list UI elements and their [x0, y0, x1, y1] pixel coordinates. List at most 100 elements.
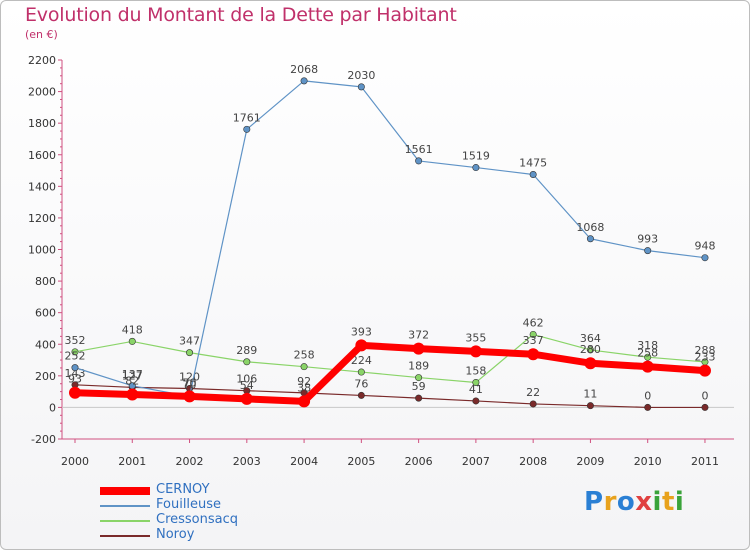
- y-tick-label: 0: [49, 401, 56, 414]
- data-label: 92: [297, 375, 311, 388]
- x-tick-label: 2011: [691, 455, 719, 468]
- data-point: [641, 360, 654, 373]
- data-label: 372: [408, 329, 429, 342]
- data-label: 364: [580, 332, 601, 345]
- series-line-cernoy: [74, 341, 706, 405]
- y-tick-label: -200: [31, 433, 56, 446]
- x-tick-label: 2006: [405, 455, 433, 468]
- logo-letter: r: [603, 487, 617, 517]
- data-label: 137: [122, 368, 143, 381]
- y-tick-label: 400: [35, 338, 56, 351]
- data-label: 393: [351, 325, 372, 338]
- y-tick-label: 2000: [28, 86, 56, 99]
- data-label: 224: [351, 354, 372, 367]
- data-label: 189: [408, 360, 429, 373]
- data-point: [472, 378, 480, 386]
- data-label: 258: [637, 347, 658, 360]
- y-tick-label: 600: [35, 307, 56, 320]
- legend-label: Fouilleuse: [156, 497, 222, 512]
- data-point: [644, 247, 652, 255]
- legend-swatch: [100, 505, 150, 507]
- legend-label: Cressonsacq: [156, 512, 239, 527]
- data-label: 258: [294, 349, 315, 362]
- data-label: 11: [583, 388, 597, 401]
- y-tick-label: 800: [35, 275, 56, 288]
- chart-title: Evolution du Montant de la Dette par Hab…: [25, 4, 457, 26]
- data-point: [472, 164, 480, 172]
- data-label: 233: [694, 351, 715, 364]
- logo-letter: t: [661, 487, 675, 517]
- x-tick-label: 2005: [347, 455, 375, 468]
- legend-label: CERNOY: [156, 482, 210, 497]
- data-label: 347: [179, 335, 200, 348]
- data-point: [300, 363, 308, 371]
- logo-letter: i: [674, 487, 685, 517]
- data-label: 2068: [290, 63, 318, 76]
- logo-letter: P: [584, 487, 604, 517]
- data-label: 1519: [462, 150, 490, 163]
- data-label: 352: [65, 334, 86, 347]
- data-point: [69, 386, 81, 399]
- data-label: 70: [183, 378, 197, 391]
- legend-swatch: [100, 487, 150, 495]
- data-point: [128, 337, 136, 345]
- data-label: 948: [694, 240, 715, 253]
- data-point: [529, 400, 537, 408]
- x-tick-label: 2010: [634, 455, 662, 468]
- data-label: 70: [183, 376, 197, 389]
- data-point: [586, 346, 594, 354]
- data-label: 280: [580, 343, 601, 356]
- proxiti-logo: Proxiti: [584, 487, 684, 517]
- data-label: 38: [297, 381, 311, 394]
- data-label: 462: [523, 316, 544, 329]
- data-point: [186, 349, 194, 357]
- data-point: [644, 403, 652, 411]
- data-point: [529, 330, 537, 338]
- legend-swatch: [100, 535, 150, 537]
- data-point: [71, 364, 79, 372]
- data-label: 143: [65, 367, 86, 380]
- data-label: 355: [465, 331, 486, 344]
- data-point: [469, 345, 482, 358]
- data-point: [357, 391, 365, 399]
- data-label: 1561: [405, 143, 433, 156]
- data-point: [584, 357, 597, 370]
- data-point: [415, 374, 423, 382]
- data-label: 993: [637, 233, 658, 246]
- data-point: [586, 402, 594, 410]
- chart-subtitle: (en €): [25, 28, 58, 41]
- data-label: 1068: [576, 221, 604, 234]
- data-label: 418: [122, 323, 143, 336]
- y-tick-label: 1000: [28, 244, 56, 257]
- data-point: [701, 403, 709, 411]
- y-tick-label: 1600: [28, 149, 56, 162]
- data-label: 93: [68, 373, 82, 386]
- data-point: [355, 339, 368, 352]
- data-point: [415, 394, 423, 402]
- data-label: 76: [354, 377, 368, 390]
- data-point: [644, 353, 652, 361]
- data-point: [472, 397, 480, 405]
- data-label: 0: [644, 389, 651, 402]
- data-label: 22: [526, 386, 540, 399]
- data-point: [240, 392, 253, 405]
- data-point: [586, 235, 594, 243]
- y-tick-label: 1200: [28, 212, 56, 225]
- data-label: 337: [523, 334, 544, 347]
- x-tick-label: 2001: [118, 455, 146, 468]
- data-label: 127: [122, 369, 143, 382]
- data-point: [243, 358, 251, 366]
- data-point: [529, 170, 537, 178]
- series-line-cressonsacq: [74, 333, 706, 384]
- data-label: 59: [412, 380, 426, 393]
- data-label: 106: [236, 373, 257, 386]
- data-label: 82: [125, 374, 139, 387]
- data-label: 54: [240, 379, 254, 392]
- data-point: [243, 125, 251, 133]
- x-tick-label: 2002: [176, 455, 204, 468]
- logo-letter: o: [616, 487, 636, 517]
- data-point: [357, 83, 365, 91]
- legend-label: Noroy: [156, 527, 195, 542]
